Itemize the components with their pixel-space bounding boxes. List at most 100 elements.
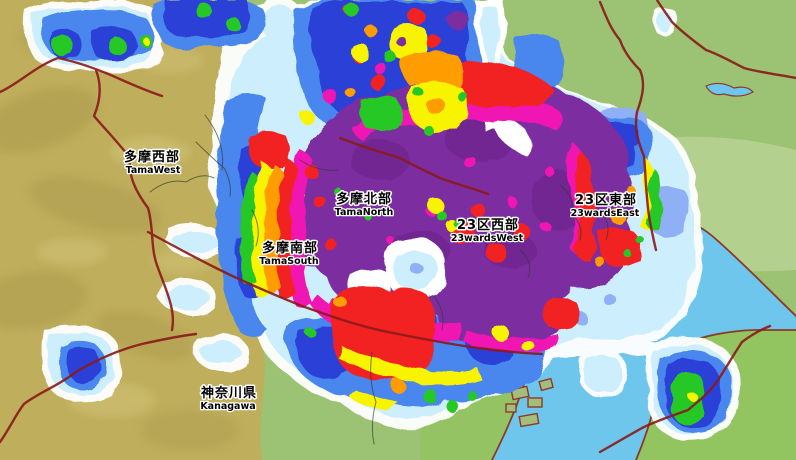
label-jp[interactable]: 23区西部 — [455, 216, 519, 235]
rain-blob — [301, 111, 315, 125]
rain-blob — [173, 231, 217, 253]
rain-blob — [610, 208, 626, 224]
municipal-border-line — [599, 209, 609, 241]
rain-blob — [464, 332, 560, 353]
label-wards-west[interactable]: 23区西部 23wardsWest — [450, 216, 525, 246]
label-en[interactable]: TamaNorth — [333, 206, 394, 220]
rain-blob — [386, 236, 394, 244]
rain-blob — [624, 250, 632, 258]
rain-accent — [427, 97, 445, 115]
label-tama-north[interactable]: 多摩北部 TamaNorth — [333, 190, 394, 220]
rain-blob — [293, 281, 307, 295]
rain-blob — [543, 297, 580, 329]
rain-blob — [324, 238, 336, 250]
municipal-border-line — [559, 184, 582, 241]
rain-blob — [334, 296, 346, 308]
rain-blob — [350, 390, 398, 411]
rain-blob — [399, 51, 463, 86]
rain-blob — [248, 132, 290, 168]
municipal-border-line — [149, 175, 215, 193]
rain-blob — [350, 140, 410, 180]
rain-blob — [457, 91, 467, 101]
island — [518, 412, 540, 428]
rain-blob — [391, 379, 405, 393]
rain-blob — [514, 224, 530, 240]
rain-blob — [239, 170, 258, 286]
rain-blob — [423, 389, 437, 403]
rain-blob — [507, 197, 517, 207]
rain-blob — [413, 87, 423, 97]
rain-accent — [688, 392, 698, 402]
municipal-border-line — [195, 141, 231, 197]
label-jp[interactable]: 神奈川県 — [199, 384, 257, 403]
rain-layer-green — [52, 2, 705, 424]
region-labels: 多摩西部 TamaWest 多摩北部 TamaNorth 多摩南部 TamaSo… — [122, 148, 641, 414]
label-jp[interactable]: 23区東部 — [573, 191, 637, 210]
rain-blob — [646, 168, 663, 231]
label-jp[interactable]: 多摩北部 — [334, 190, 392, 209]
prefecture-border-line — [0, 56, 164, 98]
rain-blob — [166, 286, 210, 310]
rain-blob — [345, 3, 359, 17]
terrain-shade — [28, 176, 162, 234]
prefecture-border-line — [338, 136, 490, 196]
rain-blob — [370, 74, 386, 90]
label-jp[interactable]: 多摩西部 — [122, 148, 180, 167]
rain-blob — [366, 26, 378, 38]
radar-overlay — [23, 0, 740, 441]
label-en[interactable]: 23wardsEast — [569, 207, 641, 221]
rain-blob — [467, 391, 477, 401]
rain-blob — [545, 167, 555, 177]
rain-blob — [288, 148, 312, 308]
rain-blob — [351, 43, 369, 61]
rain-blob — [305, 165, 319, 179]
rain-blob — [464, 156, 476, 168]
rain-blob — [384, 51, 396, 63]
municipal-border-line — [370, 351, 377, 445]
rain-blob — [522, 340, 534, 352]
rain-blob — [670, 372, 705, 424]
label-tama-west[interactable]: 多摩西部 TamaWest — [122, 148, 182, 178]
rain-blob — [374, 62, 386, 74]
rain-layer-orange — [262, 26, 637, 393]
rain-blob — [345, 87, 355, 97]
rain-blob — [314, 196, 326, 208]
prefecture-border-line — [655, 0, 796, 80]
label-kanagawa[interactable]: 神奈川県 Kanagawa — [199, 384, 257, 414]
rain-blob — [454, 220, 462, 228]
rain-blob — [299, 78, 634, 321]
terrain-shade — [0, 87, 98, 153]
prefecture-border-line — [0, 332, 198, 444]
terrain-shade — [97, 310, 193, 360]
rain-blob — [438, 61, 556, 108]
label-en[interactable]: TamaSouth — [258, 255, 320, 269]
label-jp[interactable]: 多摩南部 — [260, 239, 318, 258]
island — [505, 403, 517, 413]
label-en[interactable]: 23wardsWest — [450, 232, 525, 246]
label-en[interactable]: Kanagawa — [199, 400, 257, 414]
label-tama-south[interactable]: 多摩南部 TamaSouth — [258, 239, 320, 269]
rain-blob — [437, 211, 447, 221]
municipal-border-line — [299, 159, 339, 171]
label-en[interactable]: TamaWest — [124, 164, 182, 178]
rain-blob — [492, 324, 508, 340]
rain-blob — [226, 17, 240, 31]
rain-blob — [437, 113, 451, 127]
rain-blob — [604, 294, 616, 306]
prefecture-border-line — [598, 0, 658, 252]
rain-accents — [142, 37, 698, 402]
rain-blob — [595, 257, 605, 267]
municipal-border-line — [204, 114, 224, 171]
island — [538, 377, 554, 392]
rain-blob — [428, 198, 444, 214]
rain-blob — [471, 203, 485, 217]
island — [527, 397, 543, 408]
rain-blob — [195, 2, 211, 18]
rain-blob — [448, 10, 468, 30]
rain-gap — [410, 262, 422, 274]
rain-blob — [364, 212, 372, 220]
label-wards-east[interactable]: 23区東部 23wardsEast — [569, 191, 641, 221]
